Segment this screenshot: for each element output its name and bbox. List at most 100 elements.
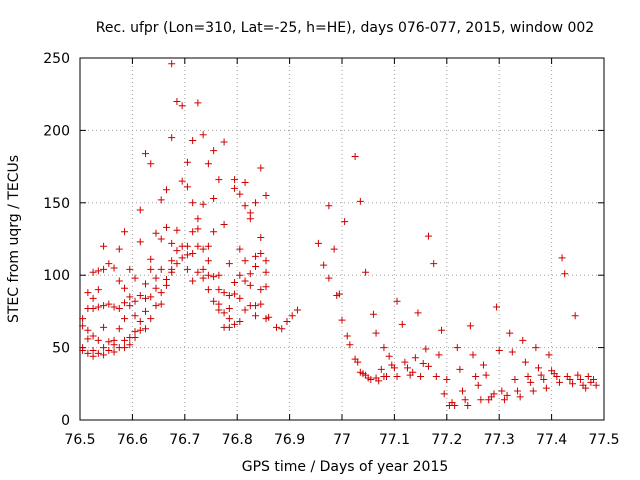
data-point: [335, 290, 343, 298]
data-point: [257, 249, 265, 257]
data-point: [131, 312, 139, 320]
data-point: [498, 387, 506, 395]
data-point: [555, 378, 563, 386]
data-point: [126, 265, 134, 273]
x-tick-label: 77.4: [536, 432, 567, 448]
data-point: [194, 268, 202, 276]
data-point: [393, 297, 401, 305]
data-point: [257, 286, 265, 294]
data-point: [147, 255, 155, 263]
data-point: [582, 384, 590, 392]
data-point: [569, 380, 577, 388]
data-point: [183, 158, 191, 166]
data-point: [493, 303, 501, 311]
data-point: [126, 302, 134, 310]
data-point: [474, 381, 482, 389]
data-point: [459, 387, 467, 395]
x-tick-label: 76.5: [64, 432, 95, 448]
data-point: [168, 268, 176, 276]
y-tick-label: 50: [52, 341, 70, 357]
data-point: [79, 315, 87, 323]
data-point: [105, 338, 113, 346]
data-point: [220, 138, 228, 146]
data-point: [236, 271, 244, 279]
x-tick-label: 77.2: [431, 432, 462, 448]
data-point: [79, 322, 87, 330]
data-point: [469, 351, 477, 359]
data-point: [215, 286, 223, 294]
x-tick-label: 77.3: [484, 432, 515, 448]
data-point: [246, 270, 254, 278]
data-point: [89, 332, 97, 340]
data-point: [168, 134, 176, 142]
data-point: [383, 373, 391, 381]
data-point: [592, 381, 600, 389]
data-point: [422, 345, 430, 353]
data-point: [225, 260, 233, 268]
data-point: [121, 315, 129, 323]
data-point: [508, 348, 516, 356]
data-point: [215, 176, 223, 184]
data-point: [136, 206, 144, 214]
data-point: [409, 368, 417, 376]
data-point: [330, 245, 338, 253]
data-point: [199, 200, 207, 208]
data-point: [375, 377, 383, 385]
data-point: [257, 234, 265, 242]
data-point: [142, 280, 149, 288]
data-point: [466, 322, 474, 330]
data-point: [236, 318, 244, 326]
data-point: [231, 290, 239, 298]
data-point: [131, 274, 139, 282]
data-point: [325, 274, 333, 282]
x-tick-label: 76.9: [274, 432, 305, 448]
data-point: [524, 373, 532, 381]
data-point: [94, 286, 102, 294]
data-point: [262, 283, 270, 291]
data-point: [199, 245, 207, 253]
data-point: [231, 176, 239, 184]
data-point: [115, 245, 123, 253]
data-point: [110, 303, 118, 311]
data-point: [265, 313, 273, 321]
data-point: [262, 192, 270, 200]
data-point: [142, 325, 149, 333]
data-point: [210, 147, 218, 155]
data-point: [142, 307, 149, 315]
data-point: [100, 265, 108, 273]
y-tick-label: 250: [43, 51, 70, 67]
data-point: [529, 387, 537, 395]
data-point: [89, 305, 97, 313]
data-point: [100, 344, 108, 352]
grid: [80, 58, 604, 420]
data-point: [246, 281, 254, 289]
data-point: [84, 326, 92, 334]
data-point: [94, 303, 102, 311]
data-point: [482, 371, 490, 379]
data-point: [183, 265, 191, 273]
data-point: [542, 384, 550, 392]
data-point: [590, 375, 598, 383]
data-point: [341, 218, 349, 226]
data-point: [183, 242, 191, 250]
data-point: [435, 351, 443, 359]
data-point: [110, 264, 118, 272]
data-point: [377, 365, 385, 373]
data-point: [561, 270, 569, 278]
data-point: [215, 271, 223, 279]
data-point: [404, 364, 411, 372]
data-point: [173, 247, 181, 255]
data-point: [199, 131, 207, 139]
data-point: [199, 274, 207, 282]
data-point: [173, 260, 181, 268]
data-point: [105, 300, 113, 308]
data-point: [204, 257, 212, 265]
data-point: [131, 297, 139, 305]
data-point: [168, 239, 176, 247]
data-point: [115, 325, 123, 333]
data-point: [194, 215, 202, 223]
data-point: [576, 375, 584, 383]
data-point: [225, 315, 233, 323]
